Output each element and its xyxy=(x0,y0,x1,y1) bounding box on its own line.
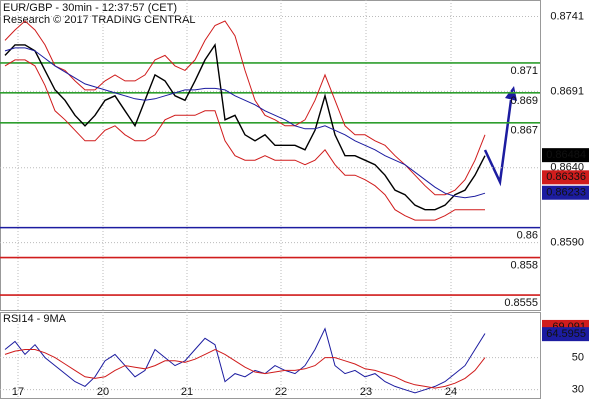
x-tick-label: 24 xyxy=(445,386,457,398)
level-label: 0.858 xyxy=(510,259,538,271)
y-tick-label: 50 xyxy=(572,351,584,363)
price-tag-label: 0.86484 xyxy=(546,149,586,161)
y-tick-label: 0.8741 xyxy=(550,10,584,22)
chart-subtitle: Research © 2017 TRADING CENTRAL xyxy=(3,14,196,26)
rsi-panel xyxy=(0,312,541,399)
x-tick-label: 20 xyxy=(97,386,109,398)
main-panel xyxy=(0,0,541,311)
series-line xyxy=(4,20,486,196)
y-tick-label: 0.8590 xyxy=(550,237,584,249)
level-label: 0.867 xyxy=(510,125,538,137)
price-tag-label: 0.86233 xyxy=(546,187,586,199)
price-tag-label: 64.5955 xyxy=(546,328,586,340)
level-label: 0.86 xyxy=(517,230,538,242)
price-tag xyxy=(542,185,589,200)
series-line xyxy=(4,327,486,394)
price-tag-label: 0.86336 xyxy=(546,171,586,183)
level-label: 0.871 xyxy=(510,65,538,77)
price-tag xyxy=(542,148,589,163)
price-tag xyxy=(542,327,589,342)
series-line xyxy=(4,42,486,211)
level-label: 0.8555 xyxy=(504,297,538,309)
rsi-title: RSI14 - 9MA xyxy=(3,313,67,325)
x-tick-label: 23 xyxy=(360,386,372,398)
chart-title: EUR/GBP - 30min - 12:37:57 (CET) xyxy=(3,2,177,14)
series-line xyxy=(4,59,485,221)
y-tick-label: 30 xyxy=(572,384,584,396)
series-line xyxy=(4,47,486,199)
x-tick-label: 22 xyxy=(275,386,287,398)
y-tick-label: 0.8691 xyxy=(550,85,584,97)
price-tag xyxy=(542,170,589,185)
level-label: 0.869 xyxy=(510,95,538,107)
x-tick-label: 17 xyxy=(12,386,24,398)
x-tick-label: 21 xyxy=(181,386,193,398)
series-line xyxy=(4,348,486,389)
